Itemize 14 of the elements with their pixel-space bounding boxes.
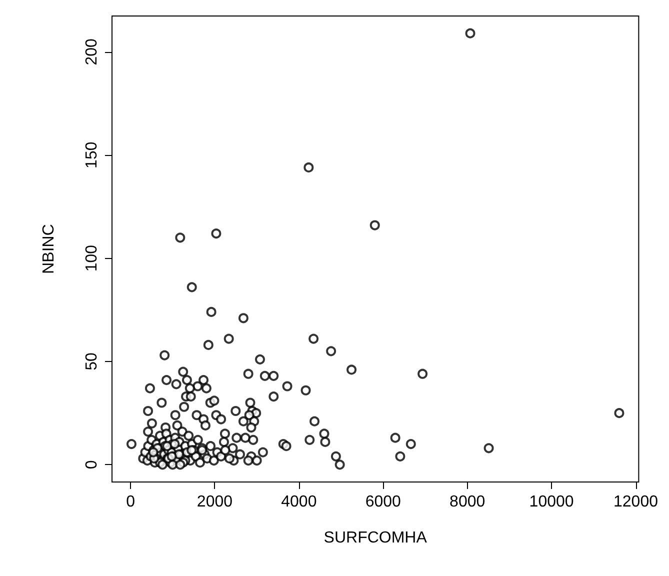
x-tick-label: 6000: [365, 494, 402, 510]
x-tick-label: 0: [126, 494, 136, 510]
x-tick-label: 2000: [196, 494, 233, 510]
x-tick-label: 10000: [529, 494, 574, 510]
x-axis-title: SURFCOMHA: [324, 530, 428, 546]
x-tick-label: 12000: [614, 494, 658, 510]
y-tick-label: 100: [84, 244, 100, 272]
y-tick-label: 50: [84, 352, 100, 370]
y-tick-label: 200: [84, 38, 100, 66]
x-tick-label: 4000: [281, 494, 317, 510]
y-axis-title: NBINC: [40, 224, 58, 274]
y-tick-label: 0: [84, 460, 100, 470]
x-tick-label: 8000: [450, 494, 486, 510]
y-tick-label: 150: [84, 142, 100, 168]
